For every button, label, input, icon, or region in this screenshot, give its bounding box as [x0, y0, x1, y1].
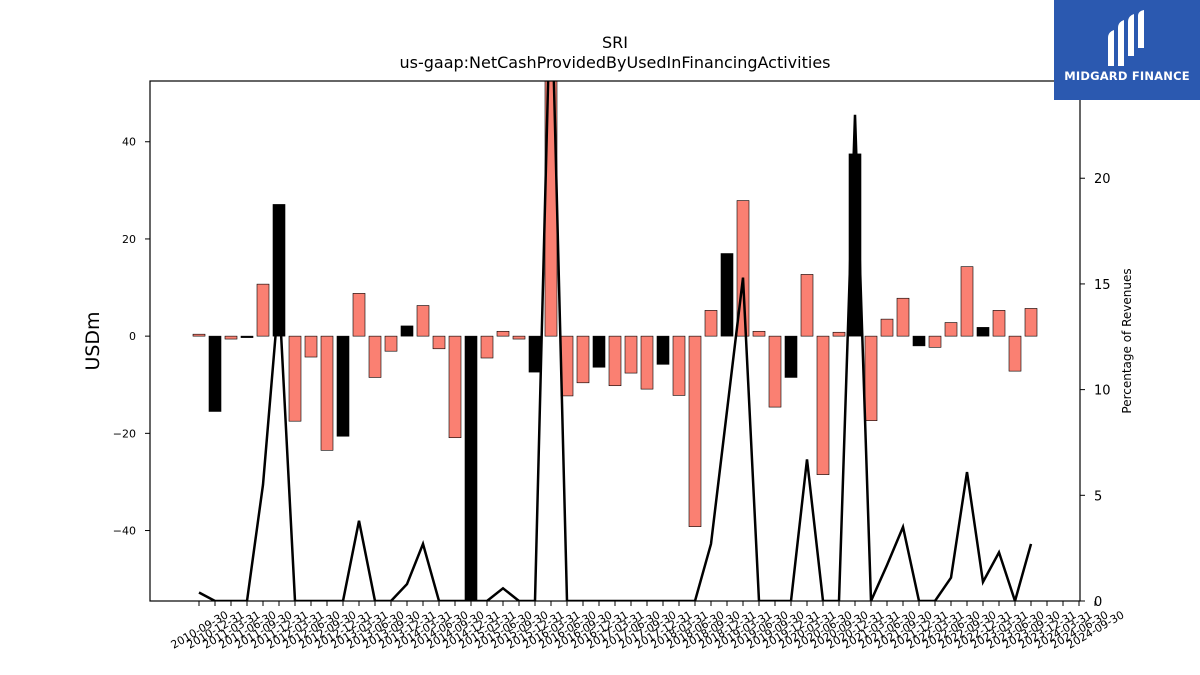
bar-2015-09-30 [512, 335, 526, 340]
revenue-percentage-line [198, 81, 1033, 601]
y2-tick-label: 20 [1094, 172, 1111, 187]
y-tick-label: 20 [122, 233, 136, 246]
bar-2010-12-31 [208, 335, 222, 412]
bar-2014-06-30 [432, 335, 446, 350]
bar-2018-06-30 [688, 335, 702, 527]
bar-2019-12-31 [784, 335, 798, 378]
y-axis-label: USDm [82, 311, 104, 370]
bar-2019-09-30 [768, 335, 782, 408]
bar-2015-12-31 [528, 335, 542, 373]
bar-2022-03-31 [928, 335, 942, 348]
bar-2020-03-31 [800, 274, 814, 337]
bar-2017-03-31 [608, 335, 622, 387]
bar-2016-12-31 [592, 335, 606, 368]
bar-2020-06-30 [816, 335, 830, 475]
bar-2013-03-31 [352, 293, 366, 337]
bar-2015-06-30 [496, 330, 510, 337]
bar-2012-03-31 [288, 335, 302, 422]
bar-2017-06-30 [624, 335, 638, 374]
bar-2018-12-31 [720, 253, 734, 337]
bar-2022-09-30 [960, 266, 974, 337]
bar-2014-03-31 [416, 305, 430, 337]
bar-2011-03-31 [224, 335, 238, 340]
bar-2014-09-30 [448, 335, 462, 439]
bar-2011-09-30 [256, 283, 270, 337]
bar-2018-03-31 [672, 335, 686, 396]
bar-2012-12-31 [336, 335, 350, 437]
bar-2013-12-31 [400, 325, 414, 337]
y-tick-label: −20 [113, 427, 136, 440]
bar-2021-03-31 [864, 335, 878, 422]
bar-2021-09-30 [896, 297, 910, 337]
bar-2023-03-31 [992, 310, 1006, 337]
bar-2011-12-31 [272, 204, 286, 337]
bar-2015-03-31 [480, 335, 494, 359]
bar-2010-09-30 [192, 333, 206, 337]
midgard-logo-icon [1108, 10, 1144, 66]
brand-logo: MIDGARD FINANCE [1054, 0, 1200, 100]
y-tick-label: −40 [113, 525, 136, 538]
bar-2022-12-31 [976, 327, 990, 337]
y-tick-label: 0 [129, 330, 136, 343]
bar-2013-09-30 [384, 335, 398, 352]
bar-2017-12-31 [656, 335, 670, 365]
bar-2016-09-30 [576, 335, 590, 384]
chart-subtitle: us-gaap:NetCashProvidedByUsedInFinancing… [399, 53, 830, 72]
y-tick-label: 40 [122, 136, 136, 149]
y2-axis-label: Percentage of Revenues [1120, 268, 1134, 413]
bar-2023-09-30 [1024, 308, 1038, 337]
bar-2022-06-30 [944, 322, 958, 337]
y2-tick-label: 15 [1094, 278, 1111, 293]
chart-title: SRI [602, 33, 628, 52]
y2-tick-label: 0 [1094, 595, 1102, 610]
bar-2021-06-30 [880, 318, 894, 337]
bar-2023-06-30 [1008, 335, 1022, 372]
bar-2019-06-30 [752, 330, 766, 337]
bar-2011-06-30 [240, 335, 254, 338]
plot-frame [149, 80, 1081, 602]
bar-2020-09-30 [832, 331, 846, 337]
bar-2013-06-30 [368, 335, 382, 378]
bar-2012-06-30 [304, 335, 318, 358]
logo-text: MIDGARD FINANCE [1064, 69, 1190, 83]
y2-tick-label: 10 [1094, 384, 1111, 399]
y2-tick-label: 5 [1094, 489, 1102, 504]
bar-2021-12-31 [912, 335, 926, 347]
bar-2018-09-30 [704, 310, 718, 337]
bar-2014-12-31 [464, 335, 478, 601]
bar-2017-09-30 [640, 335, 654, 390]
bar-2012-09-30 [320, 335, 334, 451]
